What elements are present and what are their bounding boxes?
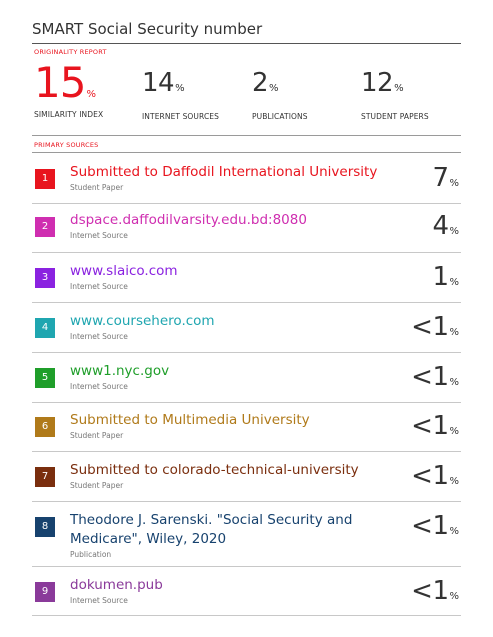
source-number-badge: 4 <box>35 318 55 338</box>
source-row[interactable]: 9 dokumen.pub Internet Source <1% <box>32 576 461 618</box>
source-row[interactable]: 2 dspace.daffodilvarsity.edu.bd:8080 Int… <box>32 211 461 253</box>
stat-value: 14 <box>142 68 175 98</box>
source-percentage: <1% <box>411 461 459 491</box>
source-name[interactable]: Theodore J. Sarenski. "Social Security a… <box>70 512 353 528</box>
stat-label: PUBLICATIONS <box>252 112 308 121</box>
source-number-badge: 3 <box>35 268 55 288</box>
percentage-value: <1 <box>411 511 449 541</box>
percentage-unit: % <box>449 226 459 237</box>
stat-student-papers: 12% STUDENT PAPERS <box>361 68 429 121</box>
source-type: Internet Source <box>70 332 128 341</box>
percentage-unit: % <box>449 426 459 437</box>
source-name[interactable]: dspace.daffodilvarsity.edu.bd:8080 <box>70 212 307 228</box>
title-divider <box>32 43 461 44</box>
source-percentage: 7% <box>432 163 459 193</box>
source-row[interactable]: 6 Submitted to Multimedia University Stu… <box>32 411 461 453</box>
percentage-unit: % <box>449 377 459 388</box>
source-percentage: <1% <box>411 411 459 441</box>
source-percentage: <1% <box>411 362 459 392</box>
stat-value: 2 <box>252 68 269 98</box>
source-row[interactable]: 3 www.slaico.com Internet Source 1% <box>32 262 461 304</box>
stat-internet-sources: 14% INTERNET SOURCES <box>142 68 219 121</box>
source-row[interactable]: 1 Submitted to Daffodil International Un… <box>32 163 461 205</box>
stat-publications: 2% PUBLICATIONS <box>252 68 308 121</box>
source-number-badge: 9 <box>35 582 55 602</box>
stats-divider <box>32 135 461 136</box>
source-row[interactable]: 4 www.coursehero.com Internet Source <1% <box>32 312 461 354</box>
source-name[interactable]: Submitted to Daffodil International Univ… <box>70 164 378 180</box>
row-divider <box>32 402 461 403</box>
percentage-unit: % <box>449 591 459 602</box>
percentage-unit: % <box>449 277 459 288</box>
percentage-value: <1 <box>411 411 449 441</box>
percentage-value: <1 <box>411 312 449 342</box>
percentage-unit: % <box>449 526 459 537</box>
report-title: SMART Social Security number <box>32 20 263 38</box>
stat-label: INTERNET SOURCES <box>142 112 219 121</box>
percentage-unit: % <box>449 327 459 338</box>
source-percentage: <1% <box>411 312 459 342</box>
source-type: Internet Source <box>70 231 128 240</box>
row-divider <box>32 352 461 353</box>
percentage-value: <1 <box>411 461 449 491</box>
source-number-badge: 5 <box>35 368 55 388</box>
percentage-unit: % <box>449 476 459 487</box>
source-name[interactable]: dokumen.pub <box>70 577 163 593</box>
source-name[interactable]: Submitted to colorado-technical-universi… <box>70 462 359 478</box>
source-row[interactable]: 5 www1.nyc.gov Internet Source <1% <box>32 362 461 404</box>
source-number-badge: 7 <box>35 467 55 487</box>
stat-unit: % <box>394 83 404 94</box>
stat-label: SIMILARITY INDEX <box>34 110 104 119</box>
source-percentage: 4% <box>432 211 459 241</box>
row-divider <box>32 252 461 253</box>
source-name[interactable]: Submitted to Multimedia University <box>70 412 310 428</box>
source-type: Student Paper <box>70 183 124 192</box>
stat-label: STUDENT PAPERS <box>361 112 429 121</box>
source-type: Student Paper <box>70 431 124 440</box>
stat-unit: % <box>269 83 279 94</box>
source-type: Internet Source <box>70 282 128 291</box>
percentage-unit: % <box>449 178 459 189</box>
source-row[interactable]: 8 Theodore J. Sarenski. "Social Security… <box>32 511 461 561</box>
source-name[interactable]: www.slaico.com <box>70 263 178 279</box>
source-number-badge: 8 <box>35 517 55 537</box>
row-divider <box>32 501 461 502</box>
stat-value: 15 <box>34 58 86 107</box>
source-number-badge: 6 <box>35 417 55 437</box>
source-number-badge: 2 <box>35 217 55 237</box>
primary-sources-label: PRIMARY SOURCES <box>34 141 99 149</box>
source-name[interactable]: www.coursehero.com <box>70 313 215 329</box>
percentage-value: 7 <box>432 163 449 193</box>
stat-unit: % <box>175 83 185 94</box>
source-type: Student Paper <box>70 481 124 490</box>
source-name-line-2[interactable]: Medicare", Wiley, 2020 <box>70 531 227 547</box>
source-type: Internet Source <box>70 596 128 605</box>
row-divider <box>32 203 461 204</box>
percentage-value: <1 <box>411 576 449 606</box>
originality-report-label: ORIGINALITY REPORT <box>34 48 107 56</box>
row-divider <box>32 451 461 452</box>
source-percentage: <1% <box>411 511 459 541</box>
source-percentage: <1% <box>411 576 459 606</box>
source-percentage: 1% <box>432 262 459 292</box>
percentage-value: <1 <box>411 362 449 392</box>
stat-value: 12 <box>361 68 394 98</box>
source-row[interactable]: 7 Submitted to colorado-technical-univer… <box>32 461 461 503</box>
row-divider <box>32 566 461 567</box>
row-divider <box>32 615 461 616</box>
percentage-value: 4 <box>432 211 449 241</box>
primary-sources-divider <box>32 152 461 153</box>
row-divider <box>32 302 461 303</box>
stat-similarity-index: 15% SIMILARITY INDEX <box>34 62 103 120</box>
source-type: Publication <box>70 550 112 559</box>
stat-unit: % <box>86 89 96 100</box>
percentage-value: 1 <box>432 262 449 292</box>
source-name[interactable]: www1.nyc.gov <box>70 363 170 379</box>
source-number-badge: 1 <box>35 169 55 189</box>
source-type: Internet Source <box>70 382 128 391</box>
